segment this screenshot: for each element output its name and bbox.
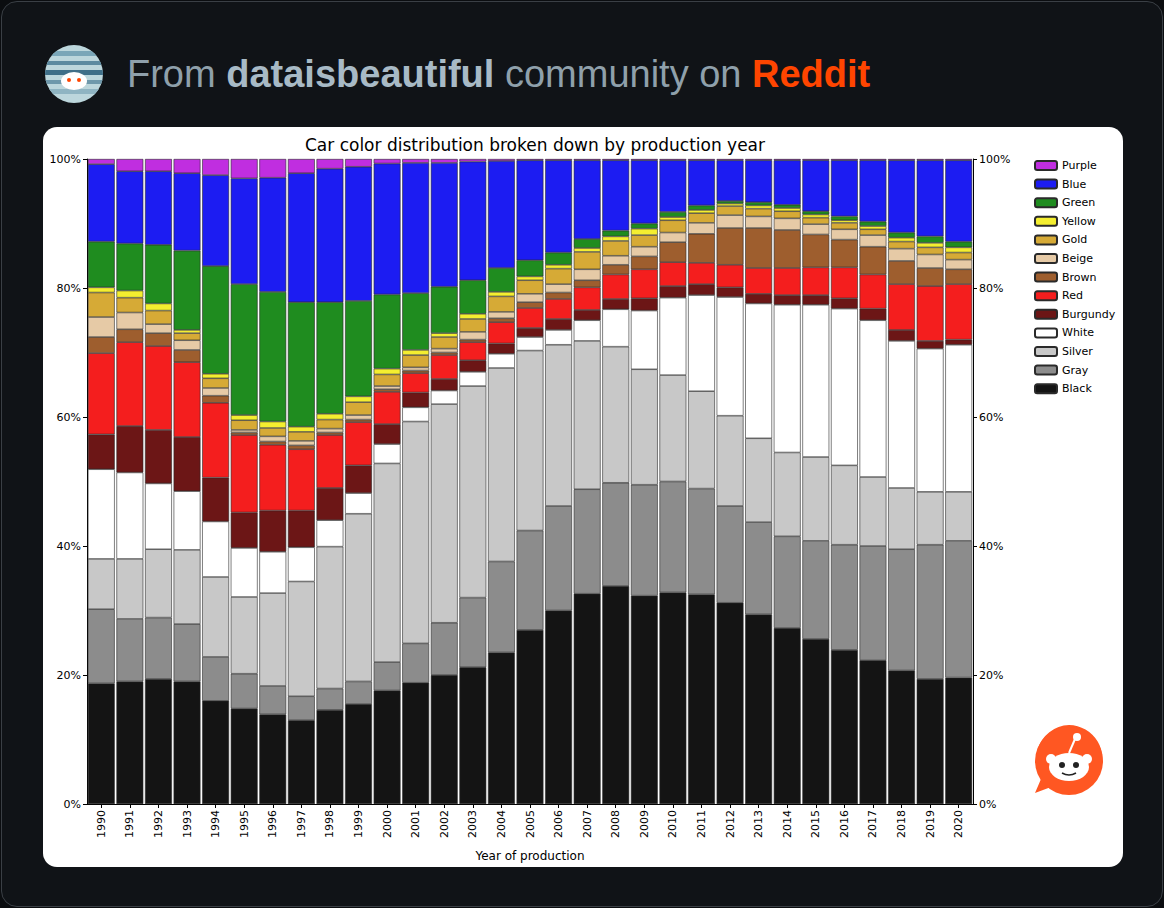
svg-text:80%: 80%: [57, 282, 81, 295]
svg-text:2004: 2004: [495, 810, 508, 838]
svg-text:2012: 2012: [724, 810, 737, 838]
svg-text:2009: 2009: [638, 810, 651, 838]
svg-text:2000: 2000: [381, 810, 394, 838]
svg-text:Gray: Gray: [1062, 364, 1089, 377]
svg-text:20%: 20%: [57, 669, 81, 682]
svg-text:0%: 0%: [979, 798, 996, 811]
svg-text:Red: Red: [1062, 289, 1083, 302]
svg-text:1999: 1999: [352, 810, 365, 838]
svg-text:Silver: Silver: [1062, 345, 1093, 358]
svg-text:2020: 2020: [952, 810, 965, 838]
svg-text:60%: 60%: [57, 411, 81, 424]
svg-text:Blue: Blue: [1062, 178, 1087, 191]
svg-text:Gold: Gold: [1062, 233, 1087, 246]
svg-text:2010: 2010: [666, 810, 679, 838]
svg-text:100%: 100%: [50, 153, 81, 166]
svg-text:2016: 2016: [838, 810, 851, 838]
svg-text:Beige: Beige: [1062, 252, 1093, 265]
svg-text:40%: 40%: [57, 540, 81, 553]
svg-text:1990: 1990: [95, 810, 108, 838]
svg-text:20%: 20%: [979, 669, 1003, 682]
svg-text:2015: 2015: [809, 810, 822, 838]
svg-text:Burgundy: Burgundy: [1062, 308, 1116, 321]
svg-text:2007: 2007: [581, 810, 594, 838]
html-text:From dataisbeautiful community: From dataisbeautiful community on Reddit: [127, 53, 871, 95]
svg-text:40%: 40%: [979, 540, 1003, 553]
svg-text:Green: Green: [1062, 196, 1095, 209]
svg-text:Yellow: Yellow: [1061, 215, 1096, 228]
svg-text:Black: Black: [1062, 382, 1092, 395]
svg-text:2014: 2014: [781, 810, 794, 838]
svg-text:2011: 2011: [695, 810, 708, 838]
svg-text:2003: 2003: [466, 810, 479, 838]
svg-text:2002: 2002: [438, 810, 451, 838]
svg-text:1993: 1993: [181, 810, 194, 838]
svg-text:2018: 2018: [895, 810, 908, 838]
svg-text:2001: 2001: [409, 810, 422, 838]
svg-text:Year of production: Year of production: [474, 849, 584, 863]
svg-text:1995: 1995: [238, 810, 251, 838]
svg-text:1992: 1992: [152, 810, 165, 838]
svg-text:2019: 2019: [924, 810, 937, 838]
svg-text:100%: 100%: [979, 153, 1010, 166]
svg-text:White: White: [1062, 326, 1094, 339]
svg-text:2008: 2008: [609, 810, 622, 838]
svg-text:2005: 2005: [524, 810, 537, 838]
svg-text:1996: 1996: [266, 810, 279, 838]
svg-text:1998: 1998: [323, 810, 336, 838]
svg-text:80%: 80%: [979, 282, 1003, 295]
svg-text:1994: 1994: [209, 810, 222, 838]
svg-text:Car color distribution broken: Car color distribution broken down by pr…: [305, 135, 765, 155]
svg-text:2006: 2006: [552, 810, 565, 838]
svg-text:60%: 60%: [979, 411, 1003, 424]
svg-text:0%: 0%: [64, 798, 81, 811]
svg-text:1997: 1997: [295, 810, 308, 838]
svg-text:Purple: Purple: [1062, 159, 1097, 172]
svg-text:1991: 1991: [123, 810, 136, 838]
svg-text:2013: 2013: [752, 810, 765, 838]
svg-text:Brown: Brown: [1062, 271, 1097, 284]
svg-text:2017: 2017: [866, 810, 879, 838]
